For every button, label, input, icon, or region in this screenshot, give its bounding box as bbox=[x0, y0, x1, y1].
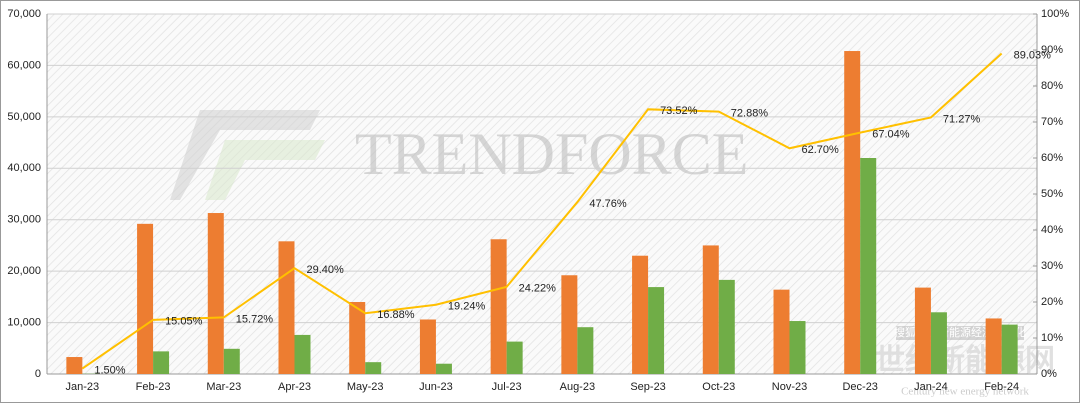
y2-tick-label: 30% bbox=[1041, 260, 1063, 272]
bar bbox=[349, 302, 366, 374]
data-label: 62.70% bbox=[802, 144, 840, 156]
y2-tick-label: 90% bbox=[1041, 44, 1063, 56]
bar bbox=[278, 241, 295, 374]
bar bbox=[207, 213, 224, 374]
bar bbox=[490, 239, 507, 374]
bar bbox=[914, 287, 931, 374]
data-label: 67.04% bbox=[872, 129, 910, 141]
data-label: 89.03% bbox=[1014, 49, 1052, 61]
y2-tick-label: 100% bbox=[1041, 8, 1069, 20]
x-tick-label: Dec-23 bbox=[842, 381, 877, 393]
y2-tick-label: 40% bbox=[1041, 224, 1063, 236]
bar bbox=[702, 245, 719, 374]
bar bbox=[718, 279, 735, 374]
watermark: Century new energy network bbox=[901, 386, 1029, 398]
bar bbox=[506, 341, 523, 374]
y-tick-label: 10,000 bbox=[7, 316, 41, 328]
x-tick-label: Feb-23 bbox=[136, 381, 171, 393]
line bbox=[81, 52, 1003, 370]
x-tick-label: Oct-23 bbox=[702, 381, 735, 393]
bar bbox=[419, 319, 436, 374]
x-tick-label: Jan-23 bbox=[66, 381, 100, 393]
x-tick-label: May-23 bbox=[347, 381, 384, 393]
bar bbox=[648, 287, 665, 374]
x-tick-label: Apr-23 bbox=[278, 381, 311, 393]
bar bbox=[435, 363, 452, 374]
y-tick-label: 30,000 bbox=[7, 214, 41, 226]
x-tick-label: Aug-23 bbox=[560, 381, 595, 393]
bar bbox=[223, 348, 240, 374]
bar bbox=[137, 223, 154, 374]
y-tick-label: 20,000 bbox=[7, 265, 41, 277]
y2-tick-label: 50% bbox=[1041, 188, 1063, 200]
y2-tick-label: 70% bbox=[1041, 116, 1063, 128]
y-tick-label: 60,000 bbox=[7, 59, 41, 71]
bar bbox=[294, 334, 311, 374]
data-label: 73.52% bbox=[660, 105, 698, 117]
bar bbox=[577, 327, 594, 374]
x-tick-label: Feb-24 bbox=[984, 381, 1019, 393]
data-label: 16.88% bbox=[377, 309, 415, 321]
bar bbox=[789, 321, 806, 374]
bar bbox=[860, 158, 877, 374]
x-tick-label: Jan-24 bbox=[914, 381, 948, 393]
bar bbox=[632, 255, 649, 374]
y2-tick-label: 20% bbox=[1041, 296, 1063, 308]
bar bbox=[153, 351, 170, 374]
x-tick-label: Nov-23 bbox=[772, 381, 807, 393]
bar bbox=[1001, 324, 1018, 374]
bar bbox=[930, 312, 947, 374]
data-label: 15.72% bbox=[236, 313, 274, 325]
data-label: 24.22% bbox=[519, 283, 557, 295]
watermark-logo bbox=[170, 110, 325, 200]
data-label: 15.05% bbox=[165, 316, 203, 328]
watermark: 世纪新能源网 bbox=[875, 343, 1055, 378]
y2-tick-label: 60% bbox=[1041, 152, 1063, 164]
data-label: 71.27% bbox=[943, 113, 981, 125]
y-tick-label: 50,000 bbox=[7, 111, 41, 123]
x-tick-label: Mar-23 bbox=[206, 381, 241, 393]
data-label: 19.24% bbox=[448, 301, 486, 313]
y2-tick-label: 0% bbox=[1041, 368, 1057, 380]
y-tick-label: 70,000 bbox=[7, 8, 41, 20]
watermark: TRENDFORCE bbox=[355, 121, 748, 187]
y2-tick-label: 10% bbox=[1041, 332, 1063, 344]
data-label: 47.76% bbox=[589, 198, 627, 210]
bar bbox=[66, 357, 83, 374]
bar bbox=[365, 362, 382, 374]
x-tick-label: Jun-23 bbox=[419, 381, 453, 393]
y2-tick-label: 80% bbox=[1041, 80, 1063, 92]
data-label: 1.50% bbox=[94, 365, 125, 377]
x-tick-label: Jul-23 bbox=[492, 381, 522, 393]
bar bbox=[561, 275, 578, 374]
bar bbox=[985, 318, 1002, 374]
bar bbox=[773, 289, 790, 374]
y-tick-label: 0 bbox=[35, 368, 41, 380]
bar bbox=[844, 51, 861, 375]
x-tick-label: Sep-23 bbox=[630, 381, 665, 393]
data-label: 72.88% bbox=[731, 108, 769, 120]
y-tick-label: 40,000 bbox=[7, 162, 41, 174]
data-label: 29.40% bbox=[307, 264, 345, 276]
